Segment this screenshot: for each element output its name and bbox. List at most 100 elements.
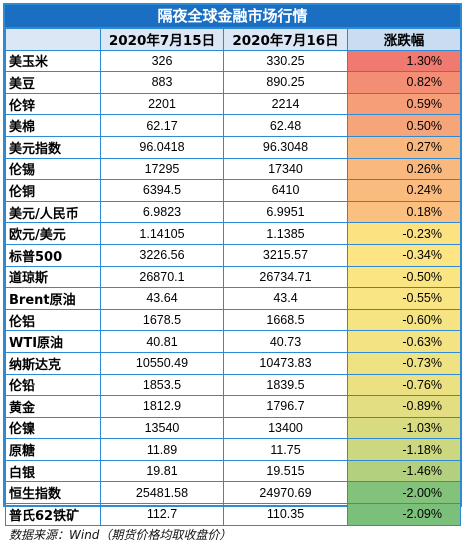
row-value-d2: 11.75 bbox=[223, 438, 348, 461]
table-row: 美玉米 326 330.25 1.30% bbox=[5, 49, 461, 73]
row-name: 伦铅 bbox=[5, 373, 101, 397]
row-value-d2: 110.35 bbox=[223, 503, 348, 526]
row-change: 0.82% bbox=[347, 71, 461, 94]
row-value-d2: 17340 bbox=[223, 157, 348, 181]
row-value-d2: 24970.69 bbox=[223, 481, 348, 505]
row-value-d2: 43.4 bbox=[223, 287, 348, 310]
row-name: 美玉米 bbox=[5, 49, 101, 73]
row-value-d2: 1668.5 bbox=[223, 308, 348, 332]
row-name: 伦锡 bbox=[5, 157, 101, 181]
row-name: 美元指数 bbox=[5, 135, 101, 159]
row-change: 1.30% bbox=[347, 49, 461, 73]
table-row: 黄金 1812.9 1796.7 -0.89% bbox=[5, 395, 461, 418]
table-row: 美元指数 96.0418 96.3048 0.27% bbox=[5, 135, 461, 159]
row-value-d2: 890.25 bbox=[223, 71, 348, 94]
row-value-d2: 10473.83 bbox=[223, 351, 348, 375]
row-value-d1: 17295 bbox=[100, 157, 224, 181]
row-value-d2: 6410 bbox=[223, 179, 348, 202]
row-value-d1: 1.14105 bbox=[100, 222, 224, 245]
market-table: 2020年7月15日 2020年7月16日 涨跌幅 美玉米 326 330.25 1.… bbox=[5, 28, 461, 526]
table-row: 普氏62铁矿 112.7 110.35 -2.09% bbox=[5, 503, 461, 526]
row-name: 黄金 bbox=[5, 395, 101, 418]
row-value-d2: 1796.7 bbox=[223, 395, 348, 418]
row-value-d1: 112.7 bbox=[100, 503, 224, 526]
row-value-d2: 96.3048 bbox=[223, 135, 348, 159]
row-name: 原糖 bbox=[5, 438, 101, 461]
row-change: -0.23% bbox=[347, 222, 461, 245]
row-change: -1.03% bbox=[347, 416, 461, 440]
row-value-d1: 96.0418 bbox=[100, 135, 224, 159]
row-name: 欧元/美元 bbox=[5, 222, 101, 245]
row-change: -0.89% bbox=[347, 395, 461, 418]
row-name: 美元/人民币 bbox=[5, 200, 101, 224]
table-row: 美元/人民币 6.9823 6.9951 0.18% bbox=[5, 200, 461, 224]
row-change: 0.27% bbox=[347, 135, 461, 159]
header-date-2: 2020年7月16日 bbox=[223, 28, 348, 51]
row-value-d2: 2214 bbox=[223, 92, 348, 116]
row-name: WTI原油 bbox=[5, 330, 101, 353]
row-change: 0.50% bbox=[347, 114, 461, 137]
row-value-d1: 19.81 bbox=[100, 459, 224, 483]
table-row: 伦锌 2201 2214 0.59% bbox=[5, 92, 461, 116]
row-value-d1: 26870.1 bbox=[100, 265, 224, 289]
table-row: 恒生指数 25481.58 24970.69 -2.00% bbox=[5, 481, 461, 505]
market-table-panel: 隔夜全球金融市场行情 2020年7月15日 2020年7月16日 涨跌幅 美玉米… bbox=[3, 3, 462, 542]
row-change: -0.73% bbox=[347, 351, 461, 375]
table-row: 伦铅 1853.5 1839.5 -0.76% bbox=[5, 373, 461, 397]
row-value-d1: 40.81 bbox=[100, 330, 224, 353]
row-name: 伦铜 bbox=[5, 179, 101, 202]
table-row: WTI原油 40.81 40.73 -0.63% bbox=[5, 330, 461, 353]
row-value-d1: 43.64 bbox=[100, 287, 224, 310]
header-change: 涨跌幅 bbox=[347, 28, 461, 51]
row-name: Brent原油 bbox=[5, 287, 101, 310]
row-value-d1: 1678.5 bbox=[100, 308, 224, 332]
row-change: -2.00% bbox=[347, 481, 461, 505]
row-name: 恒生指数 bbox=[5, 481, 101, 505]
row-value-d1: 2201 bbox=[100, 92, 224, 116]
row-change: -0.50% bbox=[347, 265, 461, 289]
table-row: 白银 19.81 19.515 -1.46% bbox=[5, 459, 461, 483]
row-value-d1: 11.89 bbox=[100, 438, 224, 461]
row-value-d1: 1812.9 bbox=[100, 395, 224, 418]
table-row: 美豆 883 890.25 0.82% bbox=[5, 71, 461, 94]
row-name: 美棉 bbox=[5, 114, 101, 137]
row-change: 0.59% bbox=[347, 92, 461, 116]
row-value-d2: 3215.57 bbox=[223, 243, 348, 267]
table-row: Brent原油 43.64 43.4 -0.55% bbox=[5, 287, 461, 310]
table-row: 伦锡 17295 17340 0.26% bbox=[5, 157, 461, 181]
table-row: 道琼斯 26870.1 26734.71 -0.50% bbox=[5, 265, 461, 289]
row-value-d2: 62.48 bbox=[223, 114, 348, 137]
row-name: 美豆 bbox=[5, 71, 101, 94]
row-change: -0.76% bbox=[347, 373, 461, 397]
row-value-d1: 10550.49 bbox=[100, 351, 224, 375]
row-value-d2: 40.73 bbox=[223, 330, 348, 353]
row-value-d1: 1853.5 bbox=[100, 373, 224, 397]
row-value-d1: 326 bbox=[100, 49, 224, 73]
header-date-1: 2020年7月15日 bbox=[100, 28, 224, 51]
row-value-d1: 3226.56 bbox=[100, 243, 224, 267]
row-change: 0.26% bbox=[347, 157, 461, 181]
row-value-d2: 13400 bbox=[223, 416, 348, 440]
source-note: 数据来源：Wind（期货价格均取收盘价） bbox=[9, 527, 232, 542]
table-title: 隔夜全球金融市场行情 bbox=[5, 5, 460, 28]
row-change: -0.34% bbox=[347, 243, 461, 267]
table-row: 伦铜 6394.5 6410 0.24% bbox=[5, 179, 461, 202]
header-name bbox=[5, 28, 101, 51]
row-value-d2: 1839.5 bbox=[223, 373, 348, 397]
row-value-d2: 19.515 bbox=[223, 459, 348, 483]
table-row: 欧元/美元 1.14105 1.1385 -0.23% bbox=[5, 222, 461, 245]
row-name: 伦铝 bbox=[5, 308, 101, 332]
row-change: -1.18% bbox=[347, 438, 461, 461]
row-value-d2: 6.9951 bbox=[223, 200, 348, 224]
table-row: 原糖 11.89 11.75 -1.18% bbox=[5, 438, 461, 461]
row-value-d1: 13540 bbox=[100, 416, 224, 440]
row-name: 道琼斯 bbox=[5, 265, 101, 289]
table-row: 伦铝 1678.5 1668.5 -0.60% bbox=[5, 308, 461, 332]
row-value-d1: 6.9823 bbox=[100, 200, 224, 224]
row-value-d1: 6394.5 bbox=[100, 179, 224, 202]
row-value-d2: 330.25 bbox=[223, 49, 348, 73]
row-name: 普氏62铁矿 bbox=[5, 503, 101, 526]
row-change: 0.24% bbox=[347, 179, 461, 202]
row-name: 伦镍 bbox=[5, 416, 101, 440]
row-name: 标普500 bbox=[5, 243, 101, 267]
